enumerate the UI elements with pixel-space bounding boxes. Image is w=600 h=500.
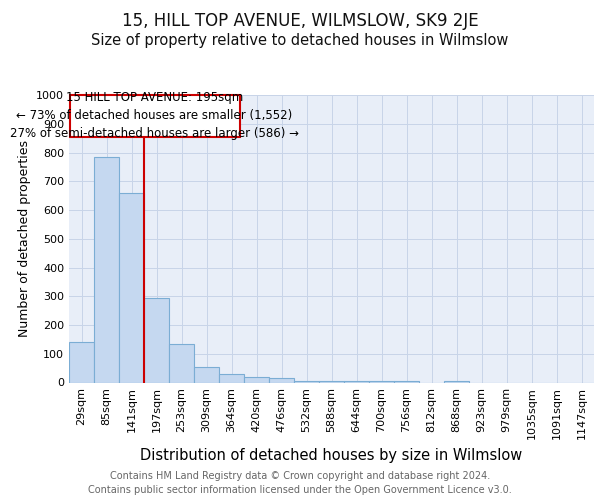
Text: 15, HILL TOP AVENUE, WILMSLOW, SK9 2JE: 15, HILL TOP AVENUE, WILMSLOW, SK9 2JE bbox=[122, 12, 478, 30]
X-axis label: Distribution of detached houses by size in Wilmslow: Distribution of detached houses by size … bbox=[140, 448, 523, 462]
Bar bbox=[194, 366, 219, 382]
FancyBboxPatch shape bbox=[70, 95, 239, 136]
Text: Size of property relative to detached houses in Wilmslow: Size of property relative to detached ho… bbox=[91, 32, 509, 48]
Y-axis label: Number of detached properties: Number of detached properties bbox=[17, 140, 31, 337]
Bar bbox=[244, 378, 269, 382]
Text: 15 HILL TOP AVENUE: 195sqm
← 73% of detached houses are smaller (1,552)
27% of s: 15 HILL TOP AVENUE: 195sqm ← 73% of deta… bbox=[10, 92, 299, 140]
Bar bbox=[369, 381, 394, 382]
Bar bbox=[269, 378, 294, 382]
Bar bbox=[319, 381, 344, 382]
Bar bbox=[69, 342, 94, 382]
Bar bbox=[344, 381, 369, 382]
Bar bbox=[119, 193, 144, 382]
Bar bbox=[219, 374, 244, 382]
Bar bbox=[94, 157, 119, 382]
Bar bbox=[444, 381, 469, 382]
Bar bbox=[169, 344, 194, 382]
Bar bbox=[294, 381, 319, 382]
Bar bbox=[394, 381, 419, 382]
Text: Contains public sector information licensed under the Open Government Licence v3: Contains public sector information licen… bbox=[88, 485, 512, 495]
Bar bbox=[144, 298, 169, 382]
Text: Contains HM Land Registry data © Crown copyright and database right 2024.: Contains HM Land Registry data © Crown c… bbox=[110, 471, 490, 481]
